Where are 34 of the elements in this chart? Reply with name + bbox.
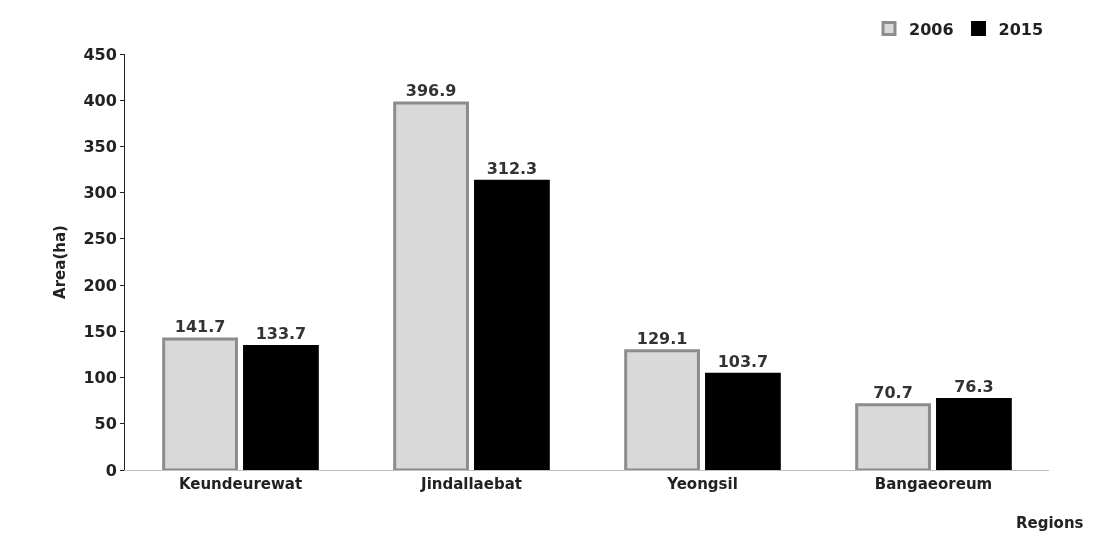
- bar: [705, 372, 781, 470]
- data-label: 396.9: [405, 81, 457, 101]
- data-label: 103.7: [717, 352, 769, 372]
- y-tick-label: 350: [83, 137, 117, 157]
- data-label: 129.1: [636, 328, 688, 348]
- x-tick-label: Keundeurewat: [178, 475, 303, 493]
- y-tick-label: 400: [83, 90, 117, 110]
- data-label: 70.7: [873, 382, 913, 402]
- x-axis-title: Regions: [1016, 514, 1084, 532]
- bar: [393, 101, 469, 470]
- y-tick-label: 0: [105, 460, 117, 480]
- data-label: 133.7: [255, 324, 307, 344]
- y-axis-title: Area(ha): [50, 225, 69, 299]
- bar: [855, 403, 931, 470]
- y-tick-label: 150: [83, 321, 117, 341]
- data-label: 76.3: [954, 377, 994, 397]
- x-tick-label: Yeongsil: [666, 475, 738, 493]
- bar: [243, 344, 319, 470]
- bar: [624, 349, 700, 470]
- bar: [162, 337, 238, 470]
- x-tick-label: Jindallaebat: [420, 475, 522, 493]
- legend-label: 2015: [998, 19, 1044, 39]
- y-tick-label: 100: [83, 368, 117, 388]
- bar: [936, 397, 1012, 470]
- x-tick-label: Bangaeoreum: [874, 475, 993, 493]
- y-tick-label: 300: [83, 183, 117, 203]
- y-tick-label: 450: [83, 44, 117, 64]
- y-tick-label: 250: [83, 229, 117, 249]
- legend-label: 2006: [909, 19, 954, 39]
- y-tick-label: 200: [83, 275, 117, 295]
- bar: [474, 179, 550, 470]
- data-label: 141.7: [174, 317, 226, 337]
- data-label: 312.3: [486, 159, 538, 179]
- y-tick-label: 50: [94, 414, 117, 434]
